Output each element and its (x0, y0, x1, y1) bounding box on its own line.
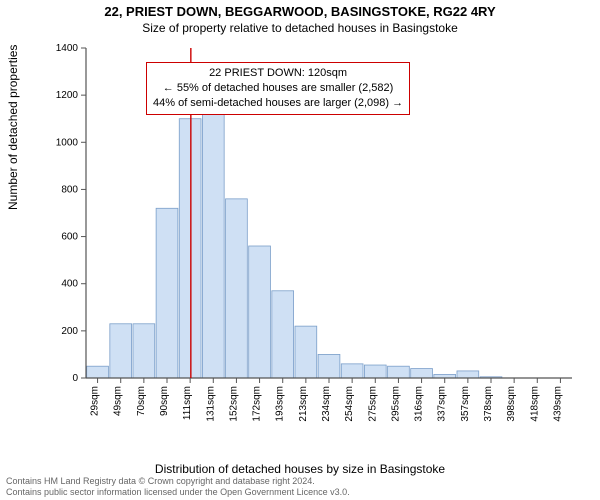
svg-text:152sqm: 152sqm (228, 386, 239, 422)
svg-text:213sqm: 213sqm (298, 386, 309, 422)
svg-text:378sqm: 378sqm (483, 386, 494, 422)
svg-text:49sqm: 49sqm (113, 386, 124, 416)
svg-text:111sqm: 111sqm (182, 386, 193, 420)
svg-text:172sqm: 172sqm (252, 386, 263, 422)
svg-text:0: 0 (72, 373, 78, 384)
svg-text:800: 800 (61, 184, 78, 195)
svg-text:316sqm: 316sqm (414, 386, 425, 422)
svg-text:254sqm: 254sqm (344, 386, 355, 422)
x-axis-label: Distribution of detached houses by size … (0, 462, 600, 476)
svg-text:193sqm: 193sqm (275, 386, 286, 422)
svg-text:295sqm: 295sqm (390, 386, 401, 422)
footer-line1: Contains HM Land Registry data © Crown c… (6, 476, 350, 487)
chart-title-line1: 22, PRIEST DOWN, BEGGARWOOD, BASINGSTOKE… (0, 0, 600, 19)
svg-text:1000: 1000 (56, 137, 79, 148)
svg-text:357sqm: 357sqm (460, 386, 471, 422)
svg-text:70sqm: 70sqm (136, 386, 147, 416)
annotation-box: 22 PRIEST DOWN: 120sqm ← 55% of detached… (146, 62, 410, 115)
svg-text:400: 400 (61, 279, 78, 290)
y-axis-label: Number of detached properties (6, 45, 20, 210)
svg-text:1400: 1400 (56, 43, 79, 54)
svg-text:337sqm: 337sqm (437, 386, 448, 422)
svg-text:131sqm: 131sqm (205, 386, 216, 422)
svg-text:200: 200 (61, 326, 78, 337)
footer-line2: Contains public sector information licen… (6, 487, 350, 498)
svg-text:1200: 1200 (56, 90, 79, 101)
svg-text:90sqm: 90sqm (159, 386, 170, 416)
svg-text:439sqm: 439sqm (552, 386, 563, 422)
svg-text:29sqm: 29sqm (90, 386, 101, 416)
svg-text:234sqm: 234sqm (321, 386, 332, 422)
annotation-line3: 44% of semi-detached houses are larger (… (153, 96, 403, 111)
footer-attribution: Contains HM Land Registry data © Crown c… (6, 476, 350, 499)
chart-area: 020040060080010001200140029sqm49sqm70sqm… (62, 42, 582, 428)
annotation-line2: ← 55% of detached houses are smaller (2,… (153, 81, 403, 96)
svg-text:275sqm: 275sqm (367, 386, 378, 422)
chart-title-line2: Size of property relative to detached ho… (0, 19, 600, 35)
svg-text:398sqm: 398sqm (506, 386, 517, 422)
svg-text:418sqm: 418sqm (529, 386, 540, 422)
annotation-line1: 22 PRIEST DOWN: 120sqm (153, 66, 403, 81)
svg-text:600: 600 (61, 232, 78, 243)
